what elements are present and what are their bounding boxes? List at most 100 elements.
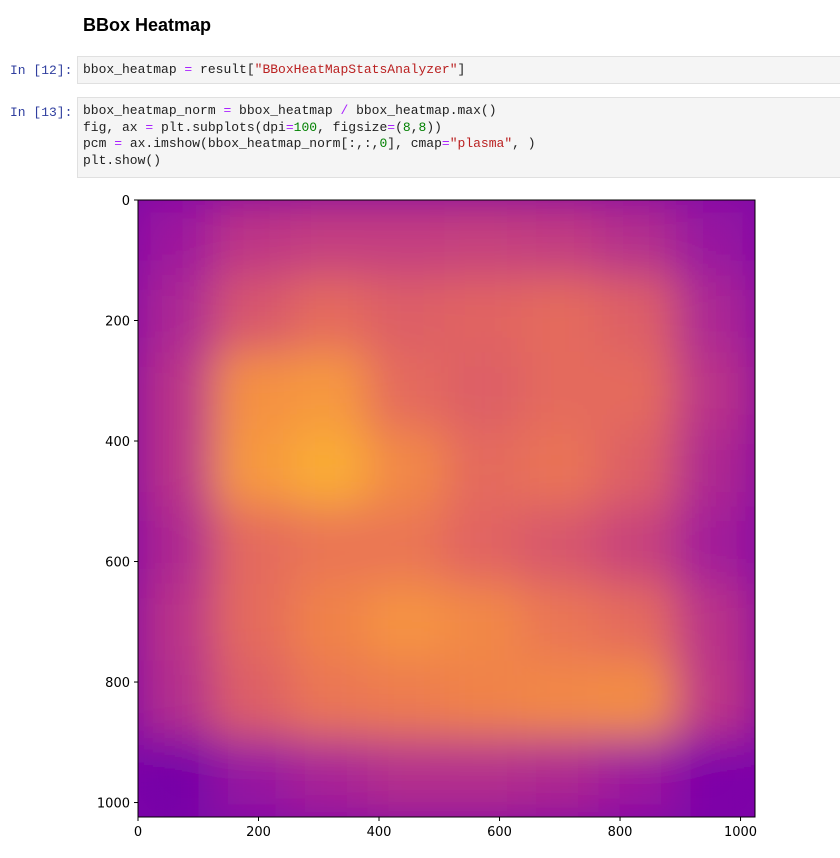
heatmap-cell <box>598 737 680 817</box>
heatmap-cell <box>138 352 218 434</box>
heatmap-image <box>138 200 755 817</box>
x-tick-label: 0 <box>134 825 142 840</box>
x-axis: 0 200 400 600 800 1000 <box>134 817 757 840</box>
code-line: pcm = ax.imshow(bbox_heatmap_norm[:,:,0]… <box>83 136 835 153</box>
heatmap-cell <box>138 737 218 817</box>
heatmap-cell <box>598 506 680 588</box>
heatmap-cell <box>521 660 603 742</box>
code-token: )) <box>426 119 442 135</box>
code-token: = <box>114 136 123 151</box>
heatmap-cell <box>290 583 372 665</box>
code-token: plt.show() <box>83 152 162 168</box>
heatmap-cell <box>598 583 680 665</box>
x-tick-label: 1000 <box>724 825 757 840</box>
heatmap-cell <box>521 275 603 357</box>
heatmap-cell <box>444 583 526 665</box>
code-token: , figsize <box>317 119 388 135</box>
heatmap-cell <box>213 737 295 817</box>
heatmap-cell <box>138 200 218 280</box>
code-line: fig, ax = plt.subplots(dpi=100, figsize=… <box>83 120 835 137</box>
heatmap-cell <box>290 737 372 817</box>
heatmap-cell <box>213 429 295 511</box>
code-token: = <box>441 136 450 151</box>
code-token: = <box>184 62 193 77</box>
code-token: 8 <box>402 119 411 135</box>
heatmap-cell <box>675 200 755 280</box>
code-cell-12[interactable]: bbox_heatmap = result["BBoxHeatMapStatsA… <box>77 56 840 84</box>
heatmap-cell <box>675 429 755 511</box>
y-tick-label: 200 <box>105 315 130 330</box>
heatmap-cell <box>444 660 526 742</box>
code-line: bbox_heatmap_norm = bbox_heatmap / bbox_… <box>83 103 835 120</box>
code-token: , <box>410 119 419 135</box>
heatmap-cell <box>213 200 295 280</box>
code-token: "BBoxHeatMapStatsAnalyzer" <box>254 62 458 77</box>
heatmap-cell <box>367 429 449 511</box>
heatmap-cell <box>138 429 218 511</box>
heatmap-cell <box>444 737 526 817</box>
code-token: plt.subplots(dpi <box>153 119 286 135</box>
y-tick-label: 0 <box>122 194 130 209</box>
heatmap-cell <box>213 583 295 665</box>
y-tick-label: 800 <box>105 676 130 691</box>
heatmap-cell <box>367 583 449 665</box>
code-line: bbox_heatmap = result["BBoxHeatMapStatsA… <box>83 62 835 79</box>
heatmap-cell <box>521 506 603 588</box>
heatmap-cell <box>367 737 449 817</box>
heatmap-cell <box>444 429 526 511</box>
code-token: bbox_heatmap.max() <box>348 103 497 118</box>
x-tick-label: 800 <box>608 825 633 840</box>
heatmap-cell <box>675 506 755 588</box>
heatmap-cell <box>675 737 755 817</box>
cell-prompt-12: In [12]: <box>10 63 73 78</box>
heatmap-cell <box>367 660 449 742</box>
heatmap-cell <box>138 275 218 357</box>
heatmap-cell <box>521 583 603 665</box>
heatmap-cell <box>367 200 449 280</box>
heatmap-cell <box>138 583 218 665</box>
heatmap-cell <box>444 352 526 434</box>
code-token: result[ <box>192 62 255 77</box>
x-tick-label: 400 <box>367 825 392 840</box>
code-line: plt.show() <box>83 153 835 170</box>
heatmap-cell <box>367 506 449 588</box>
heatmap-cell <box>290 352 372 434</box>
heatmap-cell <box>675 275 755 357</box>
code-token: = <box>145 119 154 135</box>
heatmap-cell <box>521 352 603 434</box>
code-token: 8 <box>418 119 427 135</box>
heatmap-cell <box>290 506 372 588</box>
heatmap-cell <box>367 275 449 357</box>
y-tick-label: 400 <box>105 435 130 450</box>
heatmap-cell <box>444 506 526 588</box>
plot-frame <box>137 199 756 818</box>
heatmap-cell <box>213 660 295 742</box>
heatmap-cell <box>213 275 295 357</box>
heatmap-cell <box>367 352 449 434</box>
heatmap-cell <box>444 200 526 280</box>
heatmap-cell <box>675 583 755 665</box>
heatmap-cell <box>290 275 372 357</box>
code-token: ( <box>395 119 403 135</box>
code-token: 0 <box>379 136 388 151</box>
cell-prompt-13: In [13]: <box>10 105 73 120</box>
code-token: bbox_heatmap <box>83 62 185 77</box>
x-tick-label: 200 <box>246 825 271 840</box>
heatmap-cell <box>213 352 295 434</box>
y-tick-label: 1000 <box>97 797 130 812</box>
code-cell-13[interactable]: bbox_heatmap_norm = bbox_heatmap / bbox_… <box>77 97 840 178</box>
heatmap-cell <box>598 352 680 434</box>
code-token: ax.imshow(bbox_heatmap_norm[:,:, <box>122 136 380 151</box>
code-token: , ) <box>512 136 536 151</box>
code-token: ] <box>457 62 466 77</box>
code-token: = <box>285 119 294 135</box>
x-tick-label: 600 <box>487 825 512 840</box>
heatmap-cell <box>521 200 603 280</box>
code-token: fig, ax <box>83 119 146 135</box>
heatmap-cell <box>290 429 372 511</box>
section-heading: BBox Heatmap <box>83 15 212 35</box>
code-token: bbox_heatmap_norm <box>83 103 224 118</box>
code-token: pcm <box>83 136 115 151</box>
code-token: = <box>387 119 396 135</box>
heatmap-cell <box>521 737 603 817</box>
